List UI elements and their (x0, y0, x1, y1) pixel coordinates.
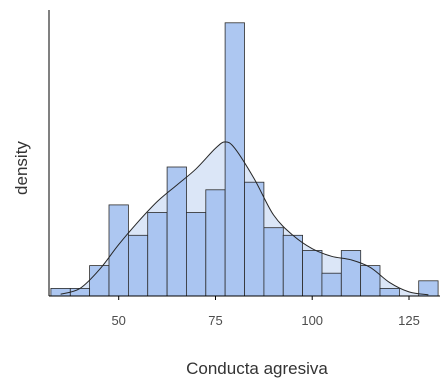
histogram-bar-10 (244, 181, 265, 297)
histogram-bar-1 (69, 287, 91, 297)
histogram-bar-4 (127, 234, 149, 297)
histogram-bar-3 (108, 204, 129, 297)
histogram-bar-6 (166, 166, 187, 297)
histogram-bar-12 (282, 234, 304, 297)
histogram-bar-7 (185, 212, 207, 297)
histogram-bar-17 (379, 287, 400, 297)
density-curve (60, 141, 429, 296)
histogram-bar-0 (50, 287, 71, 297)
histogram-bar-16 (360, 265, 381, 297)
density-curve-layer (60, 141, 429, 296)
x-axis-title: Conducta agresiva (186, 359, 328, 378)
x-axis-ticks: 50 75 100 125 (111, 296, 420, 328)
histogram-bar-14 (321, 272, 342, 297)
x-tick-label-125: 125 (398, 313, 420, 328)
histogram-bar-13 (302, 250, 323, 297)
histogram-bars (50, 22, 439, 297)
y-axis-title: density (12, 141, 31, 195)
histogram-bar-15 (340, 250, 362, 297)
histogram-bar-11 (263, 227, 284, 297)
x-tick-label-50: 50 (111, 313, 125, 328)
x-tick-label-75: 75 (208, 313, 222, 328)
x-tick-label-100: 100 (301, 313, 323, 328)
histogram-bar-5 (147, 212, 168, 297)
histogram-bar-8 (205, 189, 226, 297)
histogram-bar-9 (224, 22, 245, 297)
